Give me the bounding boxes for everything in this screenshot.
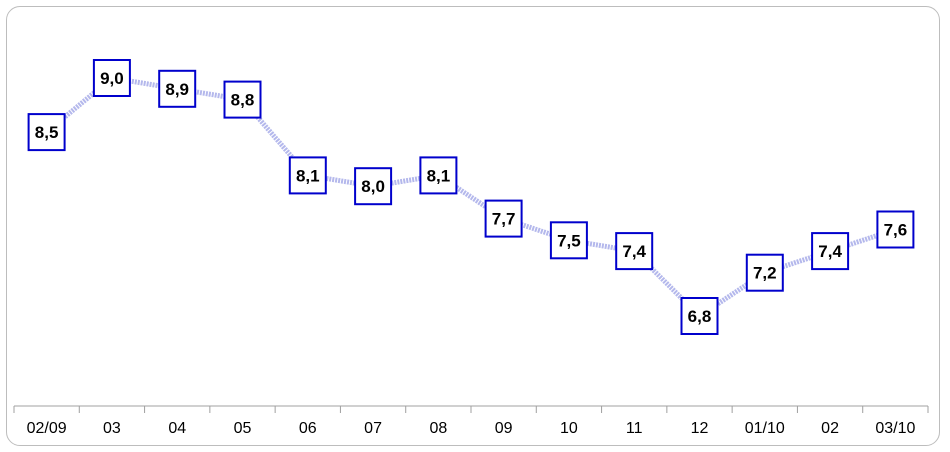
data-label-box	[288, 156, 327, 195]
x-tick-label: 09	[495, 420, 513, 437]
x-tick-label: 03/10	[875, 420, 915, 437]
data-label: 6,8	[688, 307, 712, 326]
data-point: 8,1	[288, 156, 327, 195]
data-label: 8,1	[427, 166, 451, 185]
data-label: 7,4	[818, 242, 842, 261]
data-label-box	[419, 156, 458, 195]
data-label-box	[484, 199, 523, 238]
x-tick-label: 11	[626, 420, 643, 437]
data-label: 7,7	[492, 210, 516, 229]
data-point: 9,0	[92, 59, 131, 97]
data-label: 7,4	[622, 242, 646, 261]
data-point: 7,5	[549, 221, 588, 260]
data-label: 8,9	[165, 80, 189, 99]
data-label-box	[223, 80, 262, 119]
data-label-box	[549, 221, 588, 260]
data-label: 8,0	[361, 177, 385, 196]
data-point: 8,1	[419, 156, 458, 195]
data-label-box	[811, 232, 850, 271]
data-label-box	[876, 210, 915, 249]
x-axis: 02/09 03 04 05 06 07 08 09 10 11 12 01/10 02 03/10	[13, 405, 929, 437]
x-tick-label: 08	[429, 420, 447, 437]
data-label: 7,5	[557, 231, 581, 250]
x-tick-label: 06	[299, 420, 317, 437]
x-tick-label: 03	[103, 420, 121, 437]
data-point: 7,4	[811, 232, 850, 271]
x-tick-label: 07	[364, 420, 382, 437]
data-label-box	[92, 59, 131, 97]
data-point: 8,8	[223, 80, 262, 119]
data-labels: 8,5 9,0 8,9 8,8 8,1 8,0 8,1 7,7 7,5 7,4 6,8 7,2 7,4 7…	[27, 59, 915, 335]
data-point: 8,5	[27, 113, 66, 152]
data-label-box	[27, 113, 66, 152]
data-point: 8,0	[354, 167, 393, 206]
x-tick-label: 04	[168, 420, 186, 437]
data-label-box	[158, 69, 197, 108]
data-point: 7,4	[615, 232, 654, 271]
data-label: 7,2	[753, 264, 777, 283]
x-tick-label: 02	[821, 420, 839, 437]
data-label-box	[354, 167, 393, 206]
data-label-box	[680, 297, 719, 335]
x-tick-label: 02/09	[27, 420, 67, 437]
data-point: 6,8	[680, 297, 719, 335]
data-point: 7,2	[745, 253, 784, 292]
data-point: 7,6	[876, 210, 915, 249]
data-label-box	[745, 253, 784, 292]
x-tick-label: 01/10	[745, 420, 785, 437]
data-label: 8,8	[231, 91, 255, 110]
data-point: 7,7	[484, 199, 523, 238]
data-label: 7,6	[884, 221, 908, 240]
data-label-box	[615, 232, 654, 271]
data-label: 9,0	[100, 69, 124, 88]
x-tick-label: 10	[560, 420, 578, 437]
data-label: 8,5	[35, 123, 59, 142]
x-tick-label: 05	[234, 420, 252, 437]
data-label: 8,1	[296, 166, 320, 185]
data-point: 8,9	[158, 69, 197, 108]
x-tick-label: 12	[691, 420, 709, 437]
